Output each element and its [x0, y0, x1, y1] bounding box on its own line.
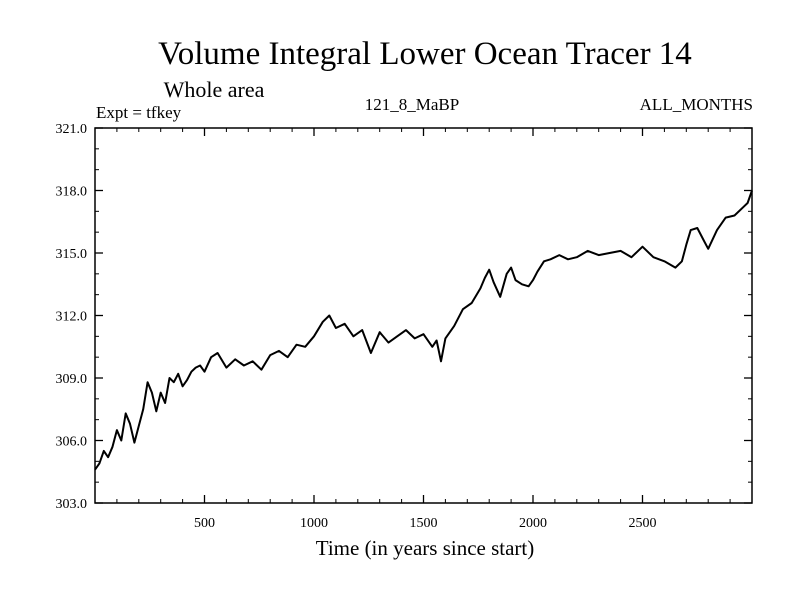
x-axis-label: Time (in years since start)	[316, 536, 535, 560]
y-tick-label: 315.0	[56, 247, 88, 262]
chart-subtitle: Whole area	[164, 77, 265, 102]
period-label: 121_8_MaBP	[365, 95, 459, 114]
data-line	[94, 190, 753, 471]
x-tick-label: 1000	[300, 516, 328, 531]
x-tick-label: 1500	[410, 516, 438, 531]
x-tick-label: 2000	[519, 516, 547, 531]
x-tick-label: 500	[194, 516, 215, 531]
chart-title: Volume Integral Lower Ocean Tracer 14	[158, 36, 692, 72]
y-tick-label: 306.0	[56, 435, 88, 450]
plot-frame	[94, 127, 753, 504]
months-label: ALL_MONTHS	[640, 95, 753, 114]
experiment-label: Expt = tfkey	[96, 103, 182, 122]
y-axis: 303.0 306.0 309.0 312.0 315.0 318.0 321.0	[56, 122, 752, 512]
x-axis: 500 1000 1500 2000 2500	[116, 128, 731, 531]
y-tick-label: 312.0	[56, 310, 88, 325]
x-tick-label: 2500	[629, 516, 657, 531]
y-tick-label: 309.0	[56, 372, 88, 387]
y-tick-label: 321.0	[56, 122, 88, 137]
y-tick-label: 303.0	[56, 497, 88, 512]
y-tick-label: 318.0	[56, 185, 88, 200]
